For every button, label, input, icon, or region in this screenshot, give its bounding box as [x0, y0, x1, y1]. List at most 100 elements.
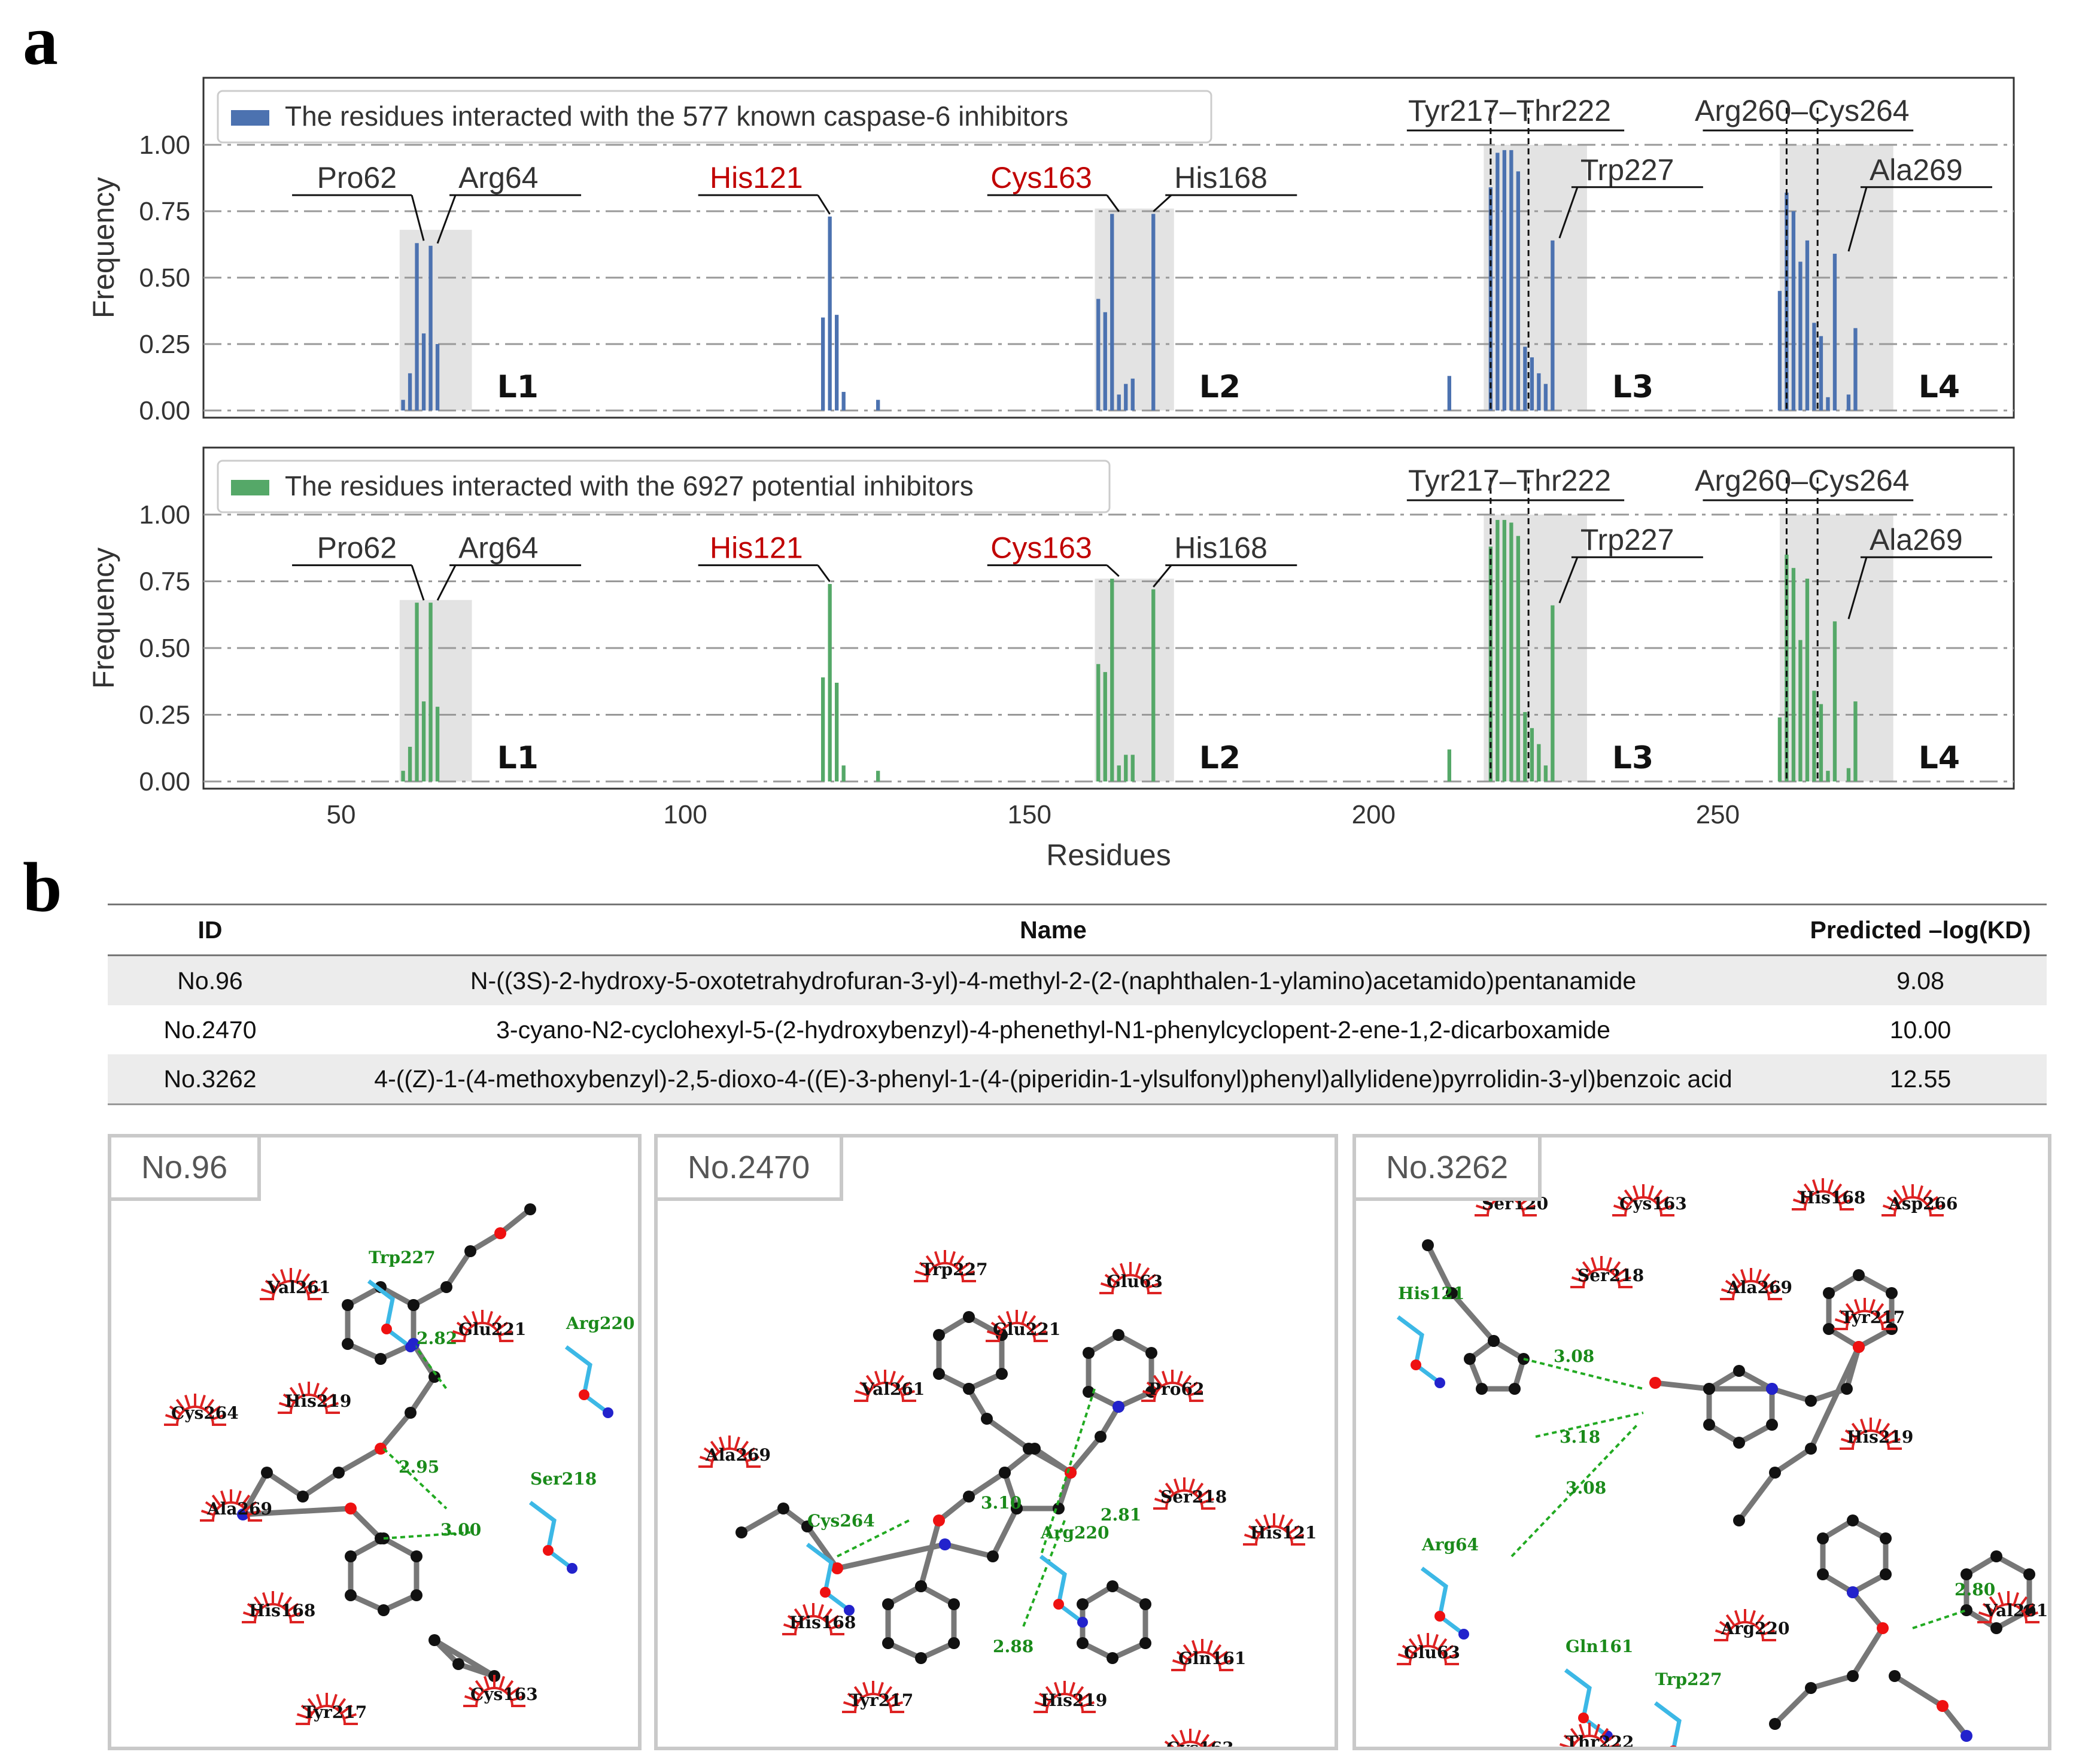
hbond-distance: 3.18 — [1560, 1427, 1600, 1447]
bar — [1096, 664, 1101, 781]
table-row: No.96 N-((3S)-2-hydroxy-5-oxotetrahydrof… — [108, 955, 2047, 1005]
ligand-atom — [345, 1550, 357, 1562]
ligand-atom — [408, 1299, 420, 1311]
bar — [1805, 240, 1810, 410]
ligand-atom — [345, 1589, 357, 1601]
legend-swatch — [231, 480, 269, 495]
ligand-atom — [261, 1467, 273, 1479]
annotation-leader — [1106, 564, 1120, 577]
hydrophobic-residue-label: Gln161 — [1178, 1649, 1246, 1668]
ligand-atom — [1847, 1586, 1859, 1598]
hydrophobic-residue-label: Ser218 — [1577, 1266, 1644, 1285]
residue-sidechain — [367, 1279, 412, 1349]
ligand-atom — [1960, 1604, 1972, 1616]
bar — [1523, 712, 1527, 781]
chart-panel-1: L1 L2 L3 L4 0.00 0.25 0.50 0.75 1.00 Tyr217–Thr22… — [87, 77, 2015, 425]
ligand-atom — [1145, 1347, 1157, 1359]
ligand-atom — [948, 1598, 960, 1610]
loop-label: L1 — [497, 369, 539, 405]
hbond-distance: 3.08 — [1554, 1346, 1594, 1366]
residue-sidechain — [1420, 1567, 1466, 1636]
hydrophobic-arc — [290, 1394, 328, 1413]
ligand-atom — [1805, 1395, 1817, 1407]
hbond-residue-label: Trp227 — [369, 1248, 436, 1267]
loop-label: L2 — [1199, 740, 1241, 776]
hydrophobic-arc — [1582, 1268, 1621, 1288]
bar — [1496, 153, 1500, 410]
ligand-atom — [1766, 1383, 1778, 1395]
hydrophobic-residue-label: Ala269 — [206, 1499, 272, 1519]
bar — [1502, 519, 1507, 781]
panel-label-b: b — [23, 848, 62, 926]
hydrophobic-residue-label: Trp227 — [921, 1260, 988, 1279]
residue-sidechain — [1039, 1555, 1084, 1624]
hydrophobic-arc — [710, 1447, 749, 1467]
table-row: No.2470 3-cyano-N2-cyclohexyl-5-(2-hydro… — [108, 1005, 2047, 1054]
ligand-bond — [408, 1375, 437, 1415]
hydrophobic-arc — [1153, 1382, 1191, 1401]
hbond-distance: 2.81 — [1101, 1505, 1141, 1525]
ligand-atom — [1488, 1335, 1500, 1347]
ligand-bond — [1810, 1673, 1854, 1691]
bar — [1777, 291, 1782, 410]
ligand-bond — [1850, 1626, 1885, 1678]
y-tick-label: 0.25 — [139, 330, 190, 359]
loop-label: L3 — [1612, 369, 1653, 405]
row-id: No.2470 — [163, 1015, 257, 1044]
bar — [1846, 768, 1851, 781]
ligand-atom — [1853, 1341, 1865, 1353]
ligand-atom — [1880, 1568, 1892, 1580]
hbond-residue-label: Arg220 — [566, 1313, 635, 1333]
bar — [1826, 397, 1830, 410]
bar — [1832, 254, 1837, 410]
ligand-atom — [1960, 1568, 1972, 1580]
hydrophobic-spoke — [1164, 1740, 1175, 1747]
y-tick-label: 0.75 — [139, 567, 190, 597]
table-row: No.3262 4-((Z)-1-(4-methoxybenzyl)-2,5-d… — [108, 1054, 2047, 1105]
bar — [1777, 717, 1782, 781]
hbond-residue-label: Cys264 — [807, 1511, 875, 1531]
ligand-bond — [1425, 1243, 1455, 1295]
ligand-atom — [987, 1550, 999, 1562]
col-value-header: Predicted –log(KD) — [1794, 904, 2047, 956]
ligand-atom — [1733, 1437, 1745, 1449]
residue-atom — [820, 1587, 831, 1598]
bar — [828, 216, 832, 410]
hydrophobic-arc — [854, 1693, 892, 1713]
ligand-atom — [1766, 1419, 1778, 1431]
bar — [1812, 691, 1816, 781]
bar — [1523, 346, 1527, 410]
hydrophobic-spoke — [1559, 1743, 1572, 1747]
hydrophobic-arc — [1893, 1196, 1932, 1216]
ligand-atom — [939, 1538, 951, 1550]
loop-label: L3 — [1612, 740, 1653, 776]
ligand-bond — [242, 1506, 351, 1517]
residue-atom — [567, 1563, 577, 1574]
loop-label: L4 — [1919, 369, 1960, 405]
legend-label: The residues interacted with the 6927 po… — [285, 470, 974, 501]
hydrophobic-residue-label: His219 — [1041, 1690, 1107, 1710]
bar — [1853, 701, 1858, 781]
ligand-atom — [963, 1491, 975, 1503]
hydrophobic-residue-label: Val261 — [1984, 1601, 2048, 1620]
hydrophobic-residue-label: His168 — [249, 1601, 315, 1620]
bar — [1819, 336, 1823, 410]
ligand-ring — [1466, 1337, 1527, 1392]
ligand-bond — [1808, 1346, 1862, 1450]
ligand-atom — [882, 1598, 894, 1610]
hydrophobic-residue-label: Glu63 — [1404, 1643, 1460, 1662]
hbond-line — [412, 1343, 448, 1390]
hydrophobic-residue-label: Ser218 — [1160, 1487, 1227, 1507]
annotation-label: Ala269 — [1870, 523, 1963, 556]
ligand-atom — [297, 1491, 309, 1503]
y-tick-label: 0.25 — [139, 701, 190, 730]
ligand-bond — [1737, 1471, 1777, 1522]
hbond-line — [1535, 1412, 1644, 1438]
hbond-residue-label: Gln161 — [1566, 1637, 1633, 1656]
residue-sidechain — [1653, 1701, 1682, 1747]
annotation-leader — [1847, 556, 1868, 619]
hydrophobic-residue-label: Glu221 — [993, 1319, 1060, 1339]
ligand-atom — [428, 1634, 440, 1646]
residue-atom — [543, 1545, 554, 1556]
hbond-residue-label: Trp227 — [1655, 1669, 1722, 1689]
